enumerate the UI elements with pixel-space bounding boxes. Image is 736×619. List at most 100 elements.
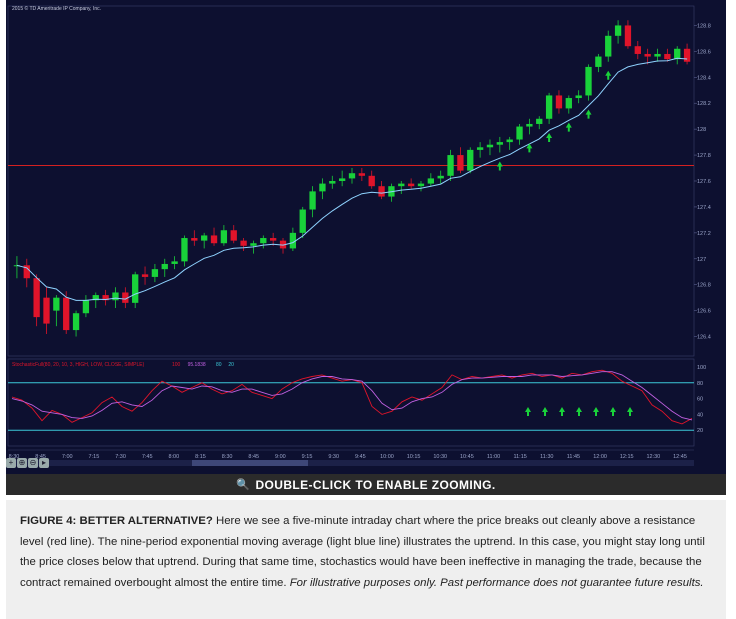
- x-tick-label: 10:45: [460, 454, 474, 460]
- chart-svg[interactable]: 128.8 128.6 128.4 128.2 128 127.8 127.6 127.4 12…: [6, 0, 726, 474]
- stoch-d-line: [11, 371, 693, 421]
- candle-body: [624, 25, 632, 47]
- x-tick-label: 7:00: [62, 454, 73, 460]
- candle-body: [467, 149, 474, 171]
- x-tick-label: 9:30: [328, 454, 339, 460]
- x-tick-label: 8:00: [168, 454, 179, 460]
- price-ytick-label: 128.6: [697, 49, 711, 55]
- stoch-pane: [7, 358, 695, 447]
- candle-body: [486, 144, 494, 148]
- candle-body: [348, 173, 356, 179]
- candle-body: [595, 56, 602, 67]
- up-arrow-icon: [605, 70, 612, 80]
- candle-body: [496, 142, 503, 145]
- x-tick-label: 10:00: [380, 454, 394, 460]
- candle-body: [575, 95, 582, 99]
- candle-body: [407, 183, 415, 187]
- candle-body: [53, 297, 60, 311]
- candle-body: [63, 297, 70, 331]
- caption-disclaimer: For illustrative purposes only. Past per…: [286, 576, 704, 589]
- up-arrow-icon: [546, 132, 553, 142]
- candle-body: [82, 300, 90, 314]
- stoch-label: StochasticFull(80, 20, 10, 3, HIGH, LOW,…: [12, 362, 145, 368]
- x-tick-label: 7:30: [115, 454, 126, 460]
- stoch-ytick-label: 40: [697, 412, 703, 418]
- price-ytick-label: 127.8: [697, 153, 711, 159]
- x-tick-label: 7:45: [142, 454, 153, 460]
- stoch-legend-value: 95.1838: [188, 362, 206, 368]
- candle-body: [92, 295, 99, 301]
- candle-body: [555, 95, 563, 109]
- price-ytick-label: 127.2: [697, 231, 711, 237]
- up-arrow-icon: [627, 407, 633, 416]
- price-ytick-label: 128.8: [697, 23, 711, 29]
- candle-body: [536, 118, 543, 124]
- price-ytick-label: 127: [697, 257, 706, 263]
- price-ytick-label: 126.8: [697, 283, 711, 289]
- candle-body: [614, 25, 622, 36]
- up-arrow-icon: [542, 407, 548, 416]
- copyright-text: 2015 © TD Ameritrade IP Company, Inc.: [12, 5, 101, 12]
- stoch-ytick-label: 80: [697, 381, 703, 387]
- candle-body: [289, 232, 297, 249]
- candle-body: [220, 230, 228, 244]
- price-ytick-label: 128.4: [697, 75, 711, 81]
- candle-body: [545, 95, 553, 119]
- price-ytick-label: 126.6: [697, 309, 711, 315]
- up-arrow-icon: [585, 109, 592, 119]
- x-tick-label: 8:45: [35, 454, 46, 460]
- candle-body: [33, 278, 40, 318]
- candle-body: [43, 297, 50, 324]
- price-ytick-label: 128.2: [697, 101, 711, 107]
- zoom-out-icon[interactable]: ⊖: [28, 458, 38, 468]
- stoch-ytick-label: 100: [697, 365, 706, 371]
- x-tick-label: 9:15: [302, 454, 313, 460]
- zoom-in-icon[interactable]: ⊕: [17, 458, 27, 468]
- x-tick-label: 7:15: [89, 454, 100, 460]
- candle-body: [240, 240, 247, 246]
- candle-body: [358, 173, 366, 176]
- candle-body: [329, 181, 336, 184]
- candle-body: [476, 147, 484, 150]
- candle-body: [210, 235, 218, 244]
- up-arrow-icon: [496, 161, 503, 171]
- x-tick-label: 12:00: [593, 454, 607, 460]
- x-tick-label: 8:45: [248, 454, 259, 460]
- stoch-ytick-label: 20: [697, 428, 703, 434]
- x-tick-label: 8:15: [195, 454, 206, 460]
- candle-body: [427, 178, 434, 184]
- candle-body: [250, 243, 257, 246]
- x-tick-label: 8:30: [222, 454, 233, 460]
- scrollbar-track: [8, 460, 694, 466]
- candle-body: [437, 175, 444, 179]
- stoch-ytick-label: 60: [697, 397, 703, 403]
- price-ytick-label: 126.4: [697, 335, 711, 341]
- candle-body: [309, 191, 316, 210]
- caption-body: Here we see a five-minute intraday chart…: [20, 515, 705, 589]
- plus-icon[interactable]: +: [6, 458, 16, 468]
- figure-caption: FIGURE 4: BETTER ALTERNATIVE? Here we se…: [6, 500, 726, 619]
- candle-body: [23, 265, 30, 279]
- stoch-k-line: [11, 369, 693, 425]
- stoch-legend-value: 20: [228, 362, 234, 368]
- candle-body: [674, 48, 681, 60]
- x-tick-label: 10:30: [433, 454, 447, 460]
- price-ytick-label: 128: [697, 127, 706, 133]
- candle-body: [644, 53, 651, 57]
- candle-body: [132, 274, 139, 303]
- candle-body: [319, 183, 326, 192]
- x-tick-label: 9:00: [275, 454, 286, 460]
- up-arrow-icon: [576, 407, 582, 416]
- candle-body: [398, 183, 405, 187]
- zoom-label: DOUBLE-CLICK TO ENABLE ZOOMING.: [255, 477, 496, 492]
- arrow-right-icon[interactable]: ▸: [39, 458, 49, 468]
- candle-body: [230, 230, 237, 241]
- chart-controls[interactable]: + ⊕ ⊖ ▸: [6, 458, 49, 470]
- candle-body: [683, 48, 691, 62]
- candle-body: [516, 126, 523, 140]
- scrollbar-thumb: [192, 460, 308, 466]
- candle-body: [634, 46, 641, 54]
- zoom-bar[interactable]: 🔍 DOUBLE-CLICK TO ENABLE ZOOMING.: [6, 474, 726, 495]
- price-ytick-label: 127.4: [697, 205, 711, 211]
- candle-body: [526, 123, 533, 127]
